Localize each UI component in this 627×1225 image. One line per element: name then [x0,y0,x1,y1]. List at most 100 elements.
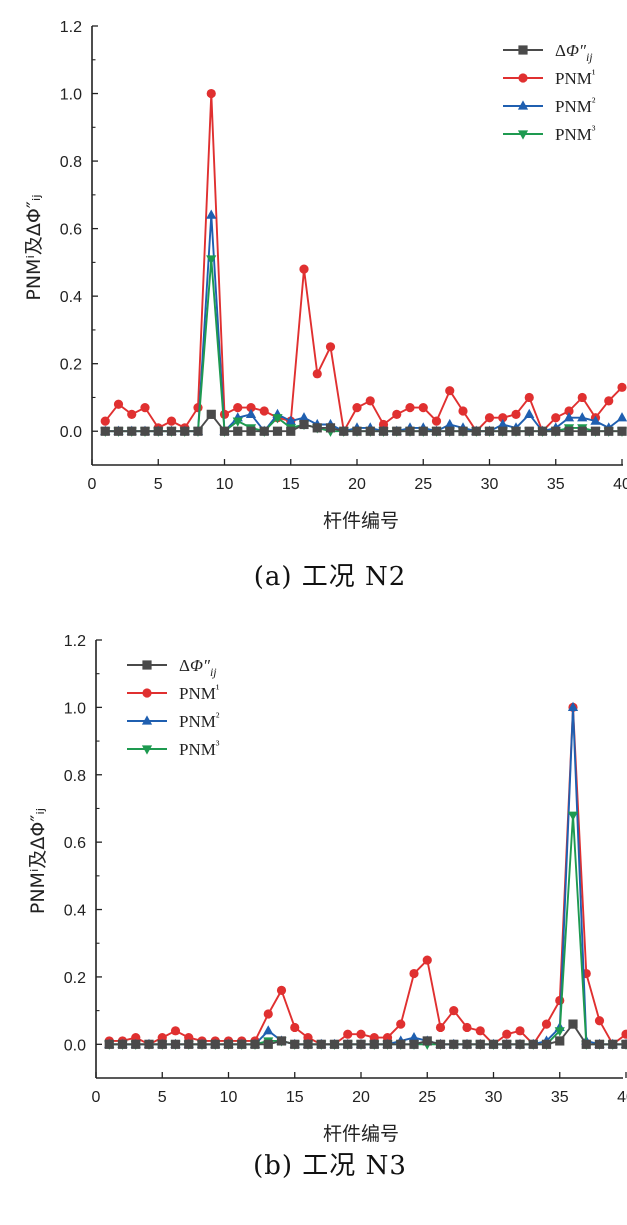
data-point [475,1039,485,1049]
data-point [259,406,269,416]
data-point [233,426,243,436]
data-point [488,1039,499,1049]
y-tick-label: 0.6 [64,835,86,852]
series-line-0 [105,413,622,433]
data-point [157,1039,167,1049]
data-point [422,955,432,965]
data-point [206,409,216,419]
data-point [458,426,468,436]
series-line-3 [109,814,626,1046]
data-point [356,1039,366,1049]
data-point [352,426,362,436]
legend-marker [517,100,529,110]
data-point [193,426,203,436]
x-tick-label: 5 [154,476,163,493]
data-point [180,426,190,436]
legend-marker [518,45,528,55]
data-point [449,1006,459,1016]
x-axis-label: 杆件编号 [323,1123,399,1145]
data-point [396,1019,406,1029]
data-point [365,426,375,436]
data-point [100,416,110,426]
data-point [431,416,442,426]
data-point [484,413,495,423]
data-point [312,423,322,433]
y-axis-label: PNMⁱ及ΔΦ″ᵢⱼ [23,194,45,300]
data-point [396,1039,406,1049]
data-point [100,426,110,436]
data-point [369,1039,379,1049]
data-point [206,255,217,265]
figure-caption: (b) 工况 N3 [253,1151,407,1181]
legend: ΔΦ″ij PNM¹ PNM² PNM³ [503,41,596,144]
data-point [422,1036,432,1046]
x-axis-label: 杆件编号 [323,510,399,532]
data-point [193,402,203,413]
data-point [528,1039,538,1049]
data-point [382,1039,393,1049]
x-tick-label: 0 [88,476,97,493]
data-point [564,426,574,436]
data-point [144,1039,154,1049]
data-point [210,1039,220,1049]
legend-label: PNM³ [179,738,220,759]
data-point [594,1039,605,1049]
y-tick-label: 1.0 [64,700,86,717]
data-point [418,402,428,413]
legend-marker [142,660,152,670]
x-tick-label: 5 [158,1089,167,1106]
data-point [232,417,243,427]
legend-label: ΔΦ″ij [555,41,593,64]
legend-label: PNM³ [555,123,596,144]
data-point [316,1039,326,1049]
legend-marker [141,715,153,725]
data-point [219,426,230,436]
data-point [568,1019,578,1029]
series-line-0 [109,1023,626,1046]
data-point [555,995,565,1006]
data-point [567,811,579,821]
data-point [418,426,428,436]
data-point [502,1039,512,1049]
data-point [484,426,495,436]
data-point [409,968,419,979]
data-point [153,426,163,436]
data-point [392,426,402,436]
data-point [431,426,442,436]
data-point [577,392,587,403]
x-tick-label: 35 [551,1089,569,1106]
data-point [541,1019,552,1029]
data-point [233,402,243,413]
data-point [140,426,150,436]
data-point [131,1039,141,1049]
data-point [206,209,217,219]
y-tick-label: 0.4 [60,289,82,306]
data-point [616,412,627,422]
y-tick-label: 0.0 [64,1037,86,1054]
x-tick-label: 20 [348,476,366,493]
data-point [608,1039,618,1049]
series-line-1 [109,706,627,1046]
data-point [541,1039,552,1049]
y-tick-label: 0.8 [64,768,86,785]
y-tick-label: 0.2 [64,970,86,987]
data-point [263,1009,273,1019]
data-point [555,1036,565,1046]
x-tick-label: 10 [216,476,234,493]
data-point [127,426,137,436]
data-point [339,426,349,436]
data-point [621,1039,627,1049]
data-point [246,402,256,413]
data-point [299,419,309,430]
data-point [356,1029,366,1039]
data-point [197,1039,207,1049]
data-point [392,409,402,419]
data-point [617,426,627,436]
data-point [604,426,614,436]
data-point [604,396,614,406]
data-point [462,1022,472,1033]
data-point [497,418,508,429]
series-line-1 [104,92,623,433]
y-tick-label: 0.4 [64,903,86,920]
